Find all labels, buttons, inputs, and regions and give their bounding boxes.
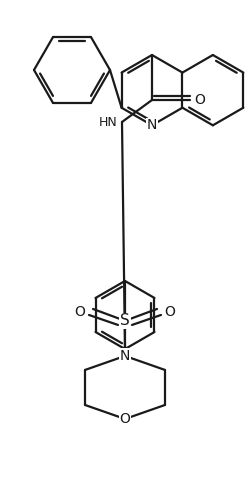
Text: HN: HN xyxy=(98,115,117,129)
Text: O: O xyxy=(164,305,175,319)
Text: O: O xyxy=(74,305,86,319)
Text: O: O xyxy=(194,93,205,107)
Text: N: N xyxy=(120,349,130,363)
Text: O: O xyxy=(120,412,130,426)
Text: N: N xyxy=(147,118,157,132)
Text: S: S xyxy=(120,313,130,328)
